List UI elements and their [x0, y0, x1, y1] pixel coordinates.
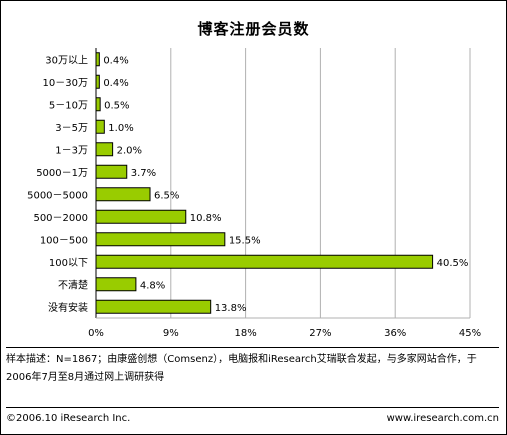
- bar: [95, 164, 128, 179]
- value-label: 13.8%: [215, 303, 247, 314]
- bar: [95, 142, 114, 157]
- category-label: 3－5万: [55, 123, 88, 134]
- value-label: 6.5%: [154, 190, 179, 201]
- value-label: 0.5%: [104, 100, 129, 111]
- value-label: 0.4%: [103, 55, 128, 66]
- copyright-text: ©2006.10 iResearch Inc.: [6, 413, 131, 424]
- value-label: 10.8%: [190, 213, 222, 224]
- bar-chart: 0% 9% 18% 27% 36% 45% 30万以上 0.4% 10－30万 0.4% 5－10万…: [27, 48, 481, 339]
- bar: [95, 187, 151, 202]
- value-label: 1.0%: [108, 123, 133, 134]
- sample-note: 样本描述：N=1867；由康盛创想（Comsenz），电脑报和iResearch…: [6, 354, 477, 383]
- category-label: 5－10万: [49, 100, 88, 111]
- bar: [95, 299, 212, 314]
- value-label: 40.5%: [437, 258, 469, 269]
- x-tick-label: 0%: [88, 328, 104, 339]
- divider-bottom: [6, 407, 499, 408]
- divider-top: [6, 347, 499, 348]
- bar: [95, 119, 105, 134]
- category-label: 5000－1万: [36, 168, 88, 179]
- category-label: 100－500: [40, 235, 88, 246]
- website-link[interactable]: www.iresearch.com.cn: [386, 413, 499, 424]
- bar: [95, 277, 137, 292]
- bar: [95, 232, 226, 247]
- category-label: 500－2000: [33, 213, 88, 224]
- value-label: 3.7%: [131, 168, 156, 179]
- category-label: 5000－5000: [27, 190, 88, 201]
- bar: [95, 97, 101, 112]
- category-label: 不清楚: [58, 278, 88, 291]
- category-label: 没有安装: [48, 301, 88, 314]
- x-tick-label: 27%: [309, 328, 331, 339]
- chart-title: 博客注册会员数: [197, 20, 310, 38]
- x-tick-label: 18%: [234, 328, 256, 339]
- bar: [95, 209, 187, 224]
- bar: [95, 254, 434, 269]
- x-tick-label: 36%: [384, 328, 406, 339]
- value-label: 15.5%: [229, 235, 261, 246]
- x-tick-label: 9%: [163, 328, 179, 339]
- category-label: 100以下: [49, 258, 88, 269]
- category-label: 10－30万: [43, 78, 88, 89]
- category-label: 30万以上: [45, 54, 88, 66]
- category-label: 1－3万: [55, 145, 88, 156]
- value-label: 0.4%: [103, 78, 128, 89]
- value-label: 2.0%: [117, 145, 142, 156]
- value-label: 4.8%: [140, 280, 165, 291]
- x-tick-label: 45%: [459, 328, 481, 339]
